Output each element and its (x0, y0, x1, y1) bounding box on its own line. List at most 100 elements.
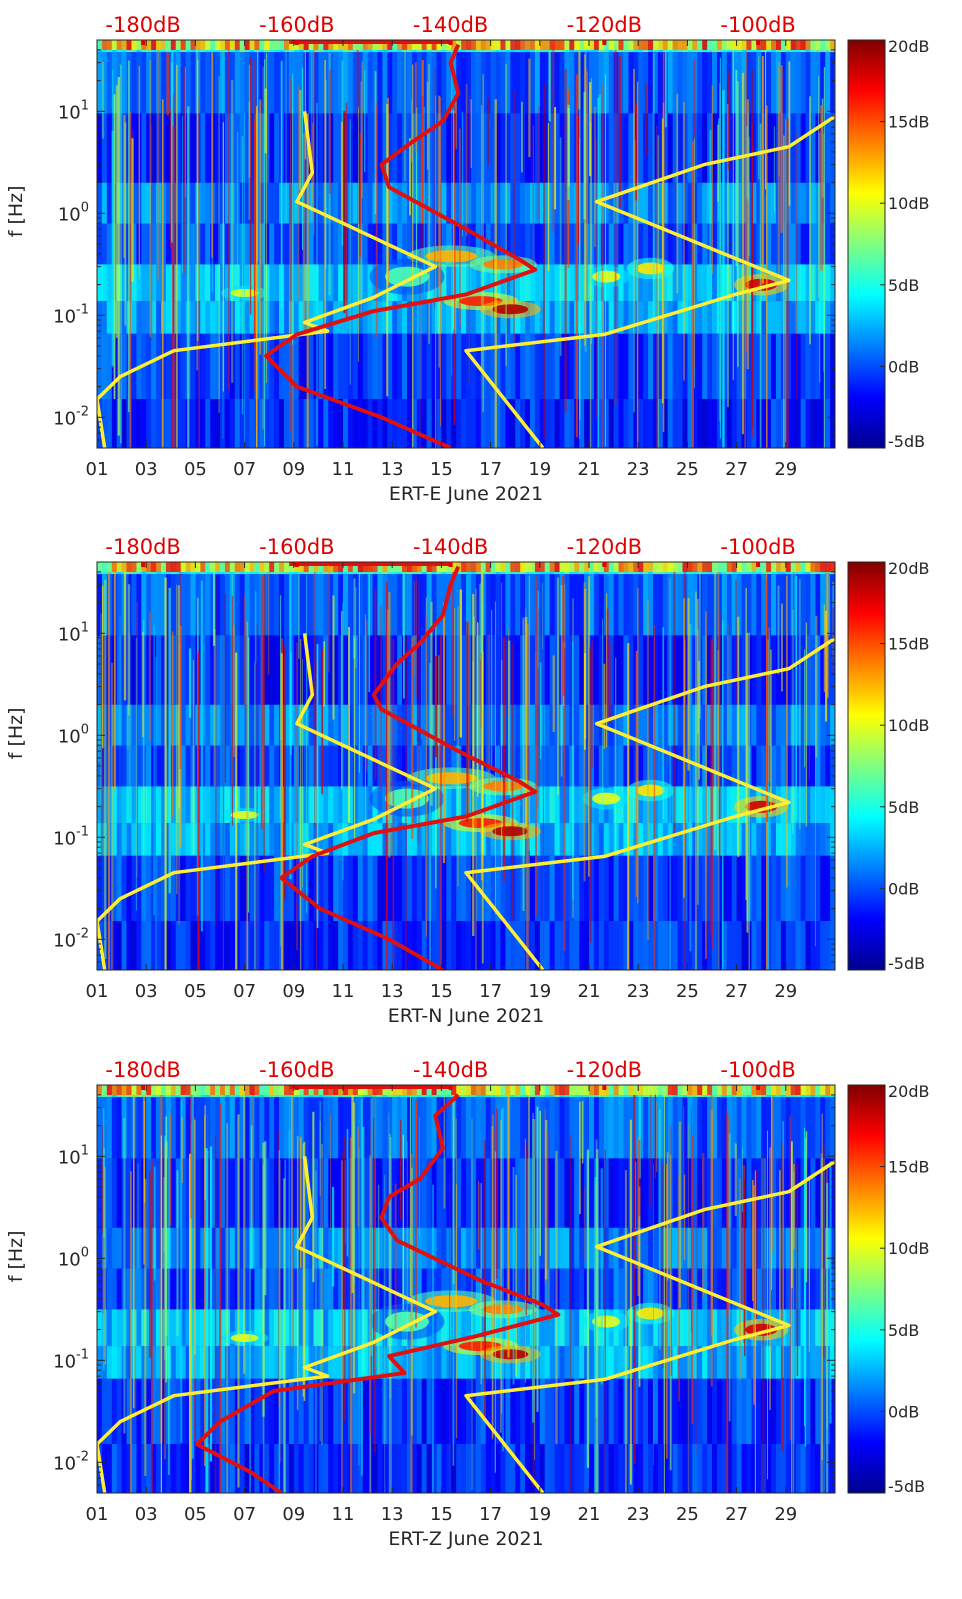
y-tick-label: 101 (58, 620, 89, 645)
y-axis-title: f [Hz] (5, 707, 27, 759)
top-db-tick (141, 562, 146, 567)
noise-model-high-curve (464, 636, 835, 970)
x-tick-label: 03 (135, 981, 158, 1002)
top-db-label: -140dB (413, 535, 488, 559)
x-tick-label: 15 (430, 1504, 453, 1525)
colorbar-tick-label: 5dB (888, 798, 919, 817)
x-tick-label: 09 (282, 1504, 305, 1525)
top-db-tick (756, 1085, 761, 1090)
x-tick-label: 17 (479, 981, 502, 1002)
y-tick-label: 10-2 (53, 404, 89, 429)
colorbar-tick-label: -5dB (888, 1477, 925, 1496)
top-db-label: -100dB (720, 13, 795, 37)
colorbar-tick-label: 0dB (888, 357, 919, 376)
colorbar-tick-label: 15dB (888, 635, 930, 654)
y-tick-label: 100 (58, 722, 89, 747)
top-db-tick (141, 1085, 146, 1090)
x-tick-label: 05 (184, 981, 207, 1002)
x-tick-label: 09 (282, 981, 305, 1002)
colorbar-tick-label: -5dB (888, 954, 925, 973)
x-tick-label: 11 (332, 459, 355, 480)
x-tick-label: 29 (774, 459, 797, 480)
x-tick-label: 27 (725, 981, 748, 1002)
colorbar-gradient (847, 1084, 886, 1494)
top-db-label: -140dB (413, 13, 488, 37)
colorbar-tick-label: 0dB (888, 1402, 919, 1421)
x-tick-label: 11 (332, 981, 355, 1002)
noise-model-low-curve (97, 633, 438, 970)
spectrogram-heatmap (97, 1085, 835, 1493)
x-tick-label: 17 (479, 1504, 502, 1525)
y-axis-title: f [Hz] (5, 1230, 27, 1282)
x-tick-label: 13 (381, 459, 404, 480)
colorbar-gradient (847, 39, 886, 449)
top-db-tick (448, 562, 453, 567)
colorbar-tick-label: 20dB (888, 1082, 930, 1101)
top-db-label: -180dB (105, 535, 180, 559)
x-axis-title: ERT-E June 2021 (389, 483, 543, 505)
x-tick-label: 13 (381, 981, 404, 1002)
colorbar-tick-label: 15dB (888, 1158, 930, 1177)
x-tick-label: 29 (774, 981, 797, 1002)
spectrogram-panel-3: 01 03 05 07 09 11 13 15 17 19 21 23 25 27 29 ERT-Z June… (5, 1058, 930, 1550)
x-tick-label: 25 (676, 459, 699, 480)
x-tick-label: 01 (86, 1504, 109, 1525)
x-tick-label: 03 (135, 459, 158, 480)
x-tick-label: 01 (86, 459, 109, 480)
measured-psd-curve (264, 43, 538, 448)
x-tick-label: 21 (578, 459, 601, 480)
colorbar: 20dB 15dB 10dB 5dB 0dB -5dB (847, 559, 930, 973)
colorbar-tick-label: 10dB (888, 194, 930, 213)
x-tick-label: 09 (282, 459, 305, 480)
colorbar-tick-label: 20dB (888, 559, 930, 578)
top-db-tick (602, 1085, 607, 1090)
spectrogram-panel-1: 01 03 05 07 09 11 13 15 17 19 21 23 25 27 29 ERT-E June… (5, 13, 930, 505)
measured-psd-curve (279, 565, 538, 970)
x-tick-label: 15 (430, 981, 453, 1002)
colorbar-tick-label: 10dB (888, 1239, 930, 1258)
x-tick-label: 27 (725, 459, 748, 480)
colorbar-tick-label: 10dB (888, 716, 930, 735)
colorbar: 20dB 15dB 10dB 5dB 0dB -5dB (847, 1082, 930, 1496)
colorbar-tick-label: 5dB (888, 1321, 919, 1340)
y-tick-label: 10-1 (53, 302, 89, 327)
top-db-tick (141, 40, 146, 45)
measured-psd-curve (194, 1093, 561, 1493)
top-db-label: -180dB (105, 13, 180, 37)
colorbar: 20dB 15dB 10dB 5dB 0dB -5dB (847, 37, 930, 451)
x-tick-label: 13 (381, 1504, 404, 1525)
x-tick-label: 01 (86, 981, 109, 1002)
top-db-label: -180dB (105, 1058, 180, 1082)
x-tick-label: 11 (332, 1504, 355, 1525)
top-db-tick (448, 1085, 453, 1090)
x-tick-label: 21 (578, 1504, 601, 1525)
x-tick-label: 15 (430, 459, 453, 480)
x-tick-label: 03 (135, 1504, 158, 1525)
top-db-tick (294, 562, 299, 567)
top-db-label: -160dB (259, 535, 334, 559)
top-db-tick (448, 40, 453, 45)
x-axis-title: ERT-N June 2021 (388, 1005, 545, 1027)
x-tick-label: 07 (233, 1504, 256, 1525)
noise-model-low-curve (97, 111, 438, 448)
top-db-label: -100dB (720, 1058, 795, 1082)
x-tick-label: 05 (184, 459, 207, 480)
y-tick-label: 100 (58, 1245, 89, 1270)
x-tick-label: 19 (528, 1504, 551, 1525)
x-tick-label: 07 (233, 459, 256, 480)
x-tick-label: 19 (528, 459, 551, 480)
spectrogram-heatmap (97, 562, 835, 970)
top-db-tick (756, 40, 761, 45)
x-tick-label: 05 (184, 1504, 207, 1525)
x-tick-label: 27 (725, 1504, 748, 1525)
x-axis-title: ERT-Z June 2021 (388, 1528, 543, 1550)
noise-model-high-curve (464, 114, 835, 448)
y-tick-label: 101 (58, 98, 89, 123)
y-tick-label: 10-1 (53, 824, 89, 849)
colorbar-tick-label: 5dB (888, 276, 919, 295)
colorbar-tick-label: -5dB (888, 432, 925, 451)
y-tick-label: 10-1 (53, 1347, 89, 1372)
top-db-tick (294, 1085, 299, 1090)
top-db-tick (602, 562, 607, 567)
